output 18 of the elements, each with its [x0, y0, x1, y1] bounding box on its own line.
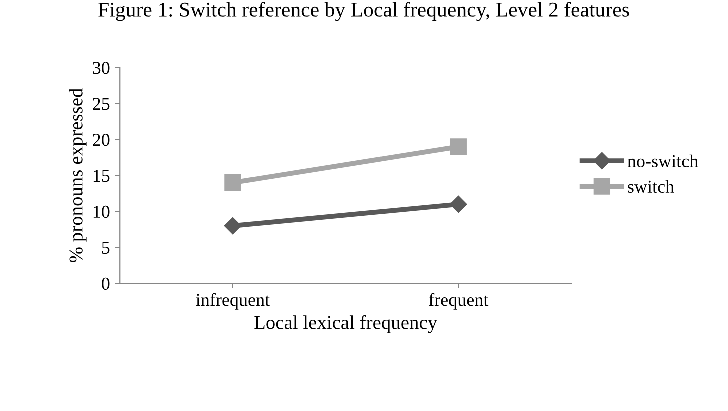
- legend-label: switch: [628, 180, 674, 194]
- legend-label: no-switch: [628, 154, 698, 168]
- y-tick-label: 20: [93, 134, 110, 146]
- point: [224, 218, 242, 235]
- y-tick-label: 0: [102, 278, 110, 290]
- y-tick-label: 30: [93, 62, 110, 74]
- x-axis-title: Local lexical frequency: [254, 315, 438, 334]
- point: [450, 196, 468, 214]
- y-axis-title: % pronouns expressed: [69, 88, 87, 263]
- x-tick-label: infrequent: [196, 293, 270, 310]
- y-tick-label: 25: [93, 98, 110, 110]
- chart-title: Figure 1: Switch reference by Local frequency, Level 2 features: [98, 2, 630, 22]
- x-tick-label: frequent: [429, 293, 489, 310]
- y-tick-label: 10: [94, 206, 110, 218]
- point: [450, 138, 467, 156]
- point: [224, 174, 242, 192]
- y-tick-label: 15: [94, 170, 110, 182]
- y-tick-label: 5: [102, 242, 110, 254]
